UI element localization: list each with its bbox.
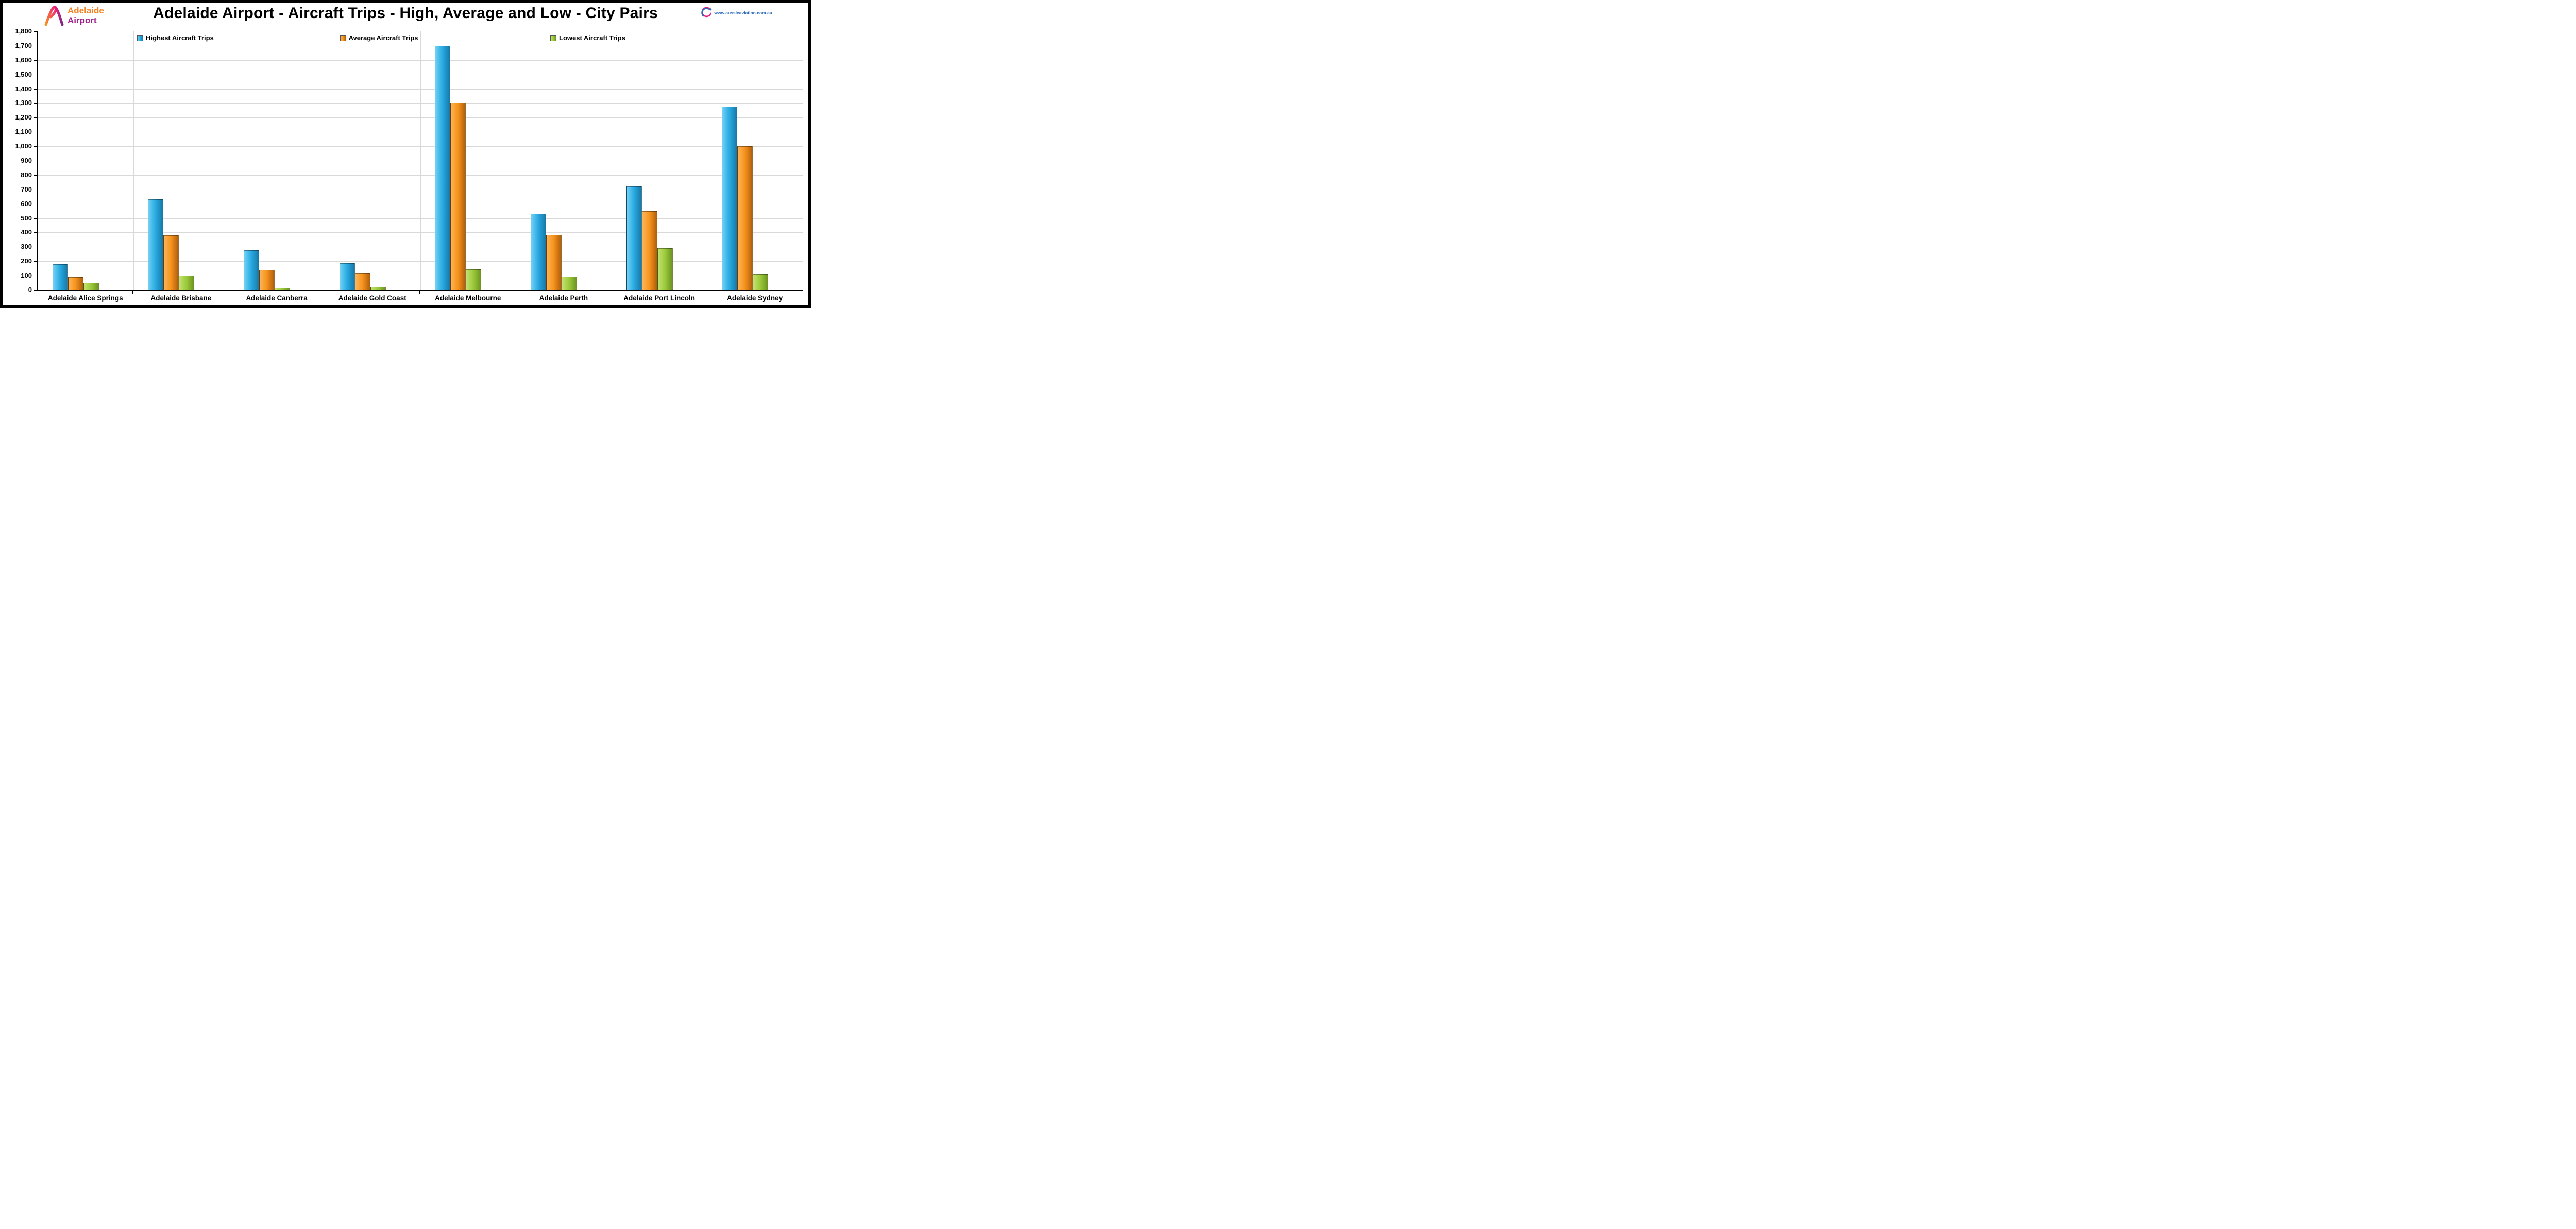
x-axis-category-label: Adelaide Sydney (727, 294, 783, 302)
x-axis-category-label: Adelaide Melbourne (435, 294, 501, 302)
logo-text-adelaide: Adelaide (67, 6, 104, 15)
x-axis-category-label: Adelaide Port Lincoln (623, 294, 695, 302)
y-axis-tick (34, 290, 37, 291)
y-axis-label: 200 (21, 257, 32, 265)
legend-marker (550, 35, 556, 41)
adelaide-airport-logo-text: Adelaide Airport (67, 6, 104, 25)
chart-title: Adelaide Airport - Aircraft Trips - High… (153, 5, 658, 22)
bar-average-1[interactable] (67, 277, 83, 290)
gridline-vertical (420, 31, 421, 290)
gridline-vertical (133, 31, 134, 290)
y-axis-label: 900 (21, 157, 32, 164)
bar-highest-2[interactable] (148, 199, 164, 290)
bar-highest-1[interactable] (52, 264, 68, 290)
legend-marker (340, 35, 346, 41)
bar-lowest-2[interactable] (179, 276, 195, 290)
bar-highest-6[interactable] (530, 214, 546, 290)
y-axis-tick (34, 146, 37, 147)
bar-lowest-7[interactable] (657, 248, 673, 290)
y-axis-label: 1,100 (15, 128, 32, 136)
y-axis-tick (34, 232, 37, 233)
y-axis-tick (34, 218, 37, 219)
y-axis-tick (34, 103, 37, 104)
y-axis-label: 1,200 (15, 113, 32, 122)
y-axis-label: 700 (21, 185, 32, 193)
y-axis-tick (34, 175, 37, 176)
bar-lowest-6[interactable] (561, 276, 577, 290)
y-axis-label: 1,300 (15, 99, 32, 107)
chart-area: Highest Aircraft Trips Average Aircraft T… (3, 27, 808, 305)
x-axis-category-label: Adelaide Gold Coast (338, 294, 406, 302)
bar-average-5[interactable] (450, 103, 466, 290)
bar-average-7[interactable] (641, 211, 657, 290)
aussieaviation-url-text: www.aussieaviation.com.au (714, 10, 772, 15)
y-axis-label: 300 (21, 243, 32, 251)
bar-highest-8[interactable] (722, 107, 738, 290)
bar-average-2[interactable] (163, 235, 179, 290)
y-axis-label: 100 (21, 271, 32, 280)
y-axis-label: 1,800 (15, 27, 32, 35)
y-axis-label: 1,000 (15, 142, 32, 150)
logo-text-airport: Airport (67, 15, 97, 25)
bar-highest-7[interactable] (626, 186, 642, 290)
y-axis-label: 800 (21, 170, 32, 179)
y-axis-label: 500 (21, 214, 32, 222)
y-axis-label: 1,600 (15, 56, 32, 64)
header: Adelaide Airport Adelaide Airport - Airc… (3, 3, 808, 28)
legend-label: Average Aircraft Trips (348, 34, 418, 42)
plot-area: Highest Aircraft Trips Average Aircraft T… (37, 31, 803, 291)
legend-label: Lowest Aircraft Trips (559, 34, 625, 42)
y-axis-tick (34, 60, 37, 61)
y-axis-label: 1,700 (15, 41, 32, 49)
bar-average-4[interactable] (354, 272, 370, 290)
y-axis-label: 600 (21, 199, 32, 208)
adelaide-airport-logo: Adelaide Airport (43, 4, 104, 27)
legend-marker (137, 35, 144, 41)
bar-highest-4[interactable] (339, 263, 355, 290)
x-axis-category-label: Adelaide Alice Springs (47, 294, 123, 302)
bar-lowest-3[interactable] (275, 287, 290, 290)
x-axis-category-label: Adelaide Canberra (246, 294, 308, 302)
x-axis-tick (419, 291, 420, 294)
bar-lowest-5[interactable] (466, 269, 482, 290)
bar-average-8[interactable] (737, 146, 753, 290)
adelaide-airport-logo-icon (44, 6, 64, 26)
bar-lowest-1[interactable] (83, 283, 99, 290)
y-axis-label: 0 (28, 286, 32, 294)
y-axis-tick (34, 31, 37, 32)
x-axis-tick (132, 291, 133, 294)
y-axis-tick (34, 89, 37, 90)
legend-item[interactable]: Average Aircraft Trips (340, 34, 418, 42)
chart-frame: Adelaide Airport Adelaide Airport - Airc… (0, 0, 811, 308)
x-axis-category-label: Adelaide Brisbane (150, 294, 212, 302)
y-axis-tick (34, 117, 37, 118)
y-axis-tick (34, 261, 37, 262)
legend-item[interactable]: Highest Aircraft Trips (137, 34, 214, 42)
aussieaviation-logo: www.aussieaviation.com.au (700, 7, 772, 19)
bar-highest-3[interactable] (244, 250, 259, 290)
bar-average-3[interactable] (259, 270, 275, 290)
y-axis-label: 400 (21, 228, 32, 236)
legend-label: Highest Aircraft Trips (146, 34, 214, 42)
y-axis-label: 1,400 (15, 84, 32, 93)
bar-lowest-4[interactable] (370, 287, 386, 290)
aussieaviation-logo-icon (701, 7, 713, 18)
y-axis-label: 1,500 (15, 70, 32, 78)
bar-average-6[interactable] (546, 234, 562, 290)
x-axis-category-label: Adelaide Perth (539, 294, 588, 302)
bar-lowest-8[interactable] (753, 274, 769, 290)
bar-highest-5[interactable] (435, 45, 451, 290)
legend-item[interactable]: Lowest Aircraft Trips (550, 34, 625, 42)
